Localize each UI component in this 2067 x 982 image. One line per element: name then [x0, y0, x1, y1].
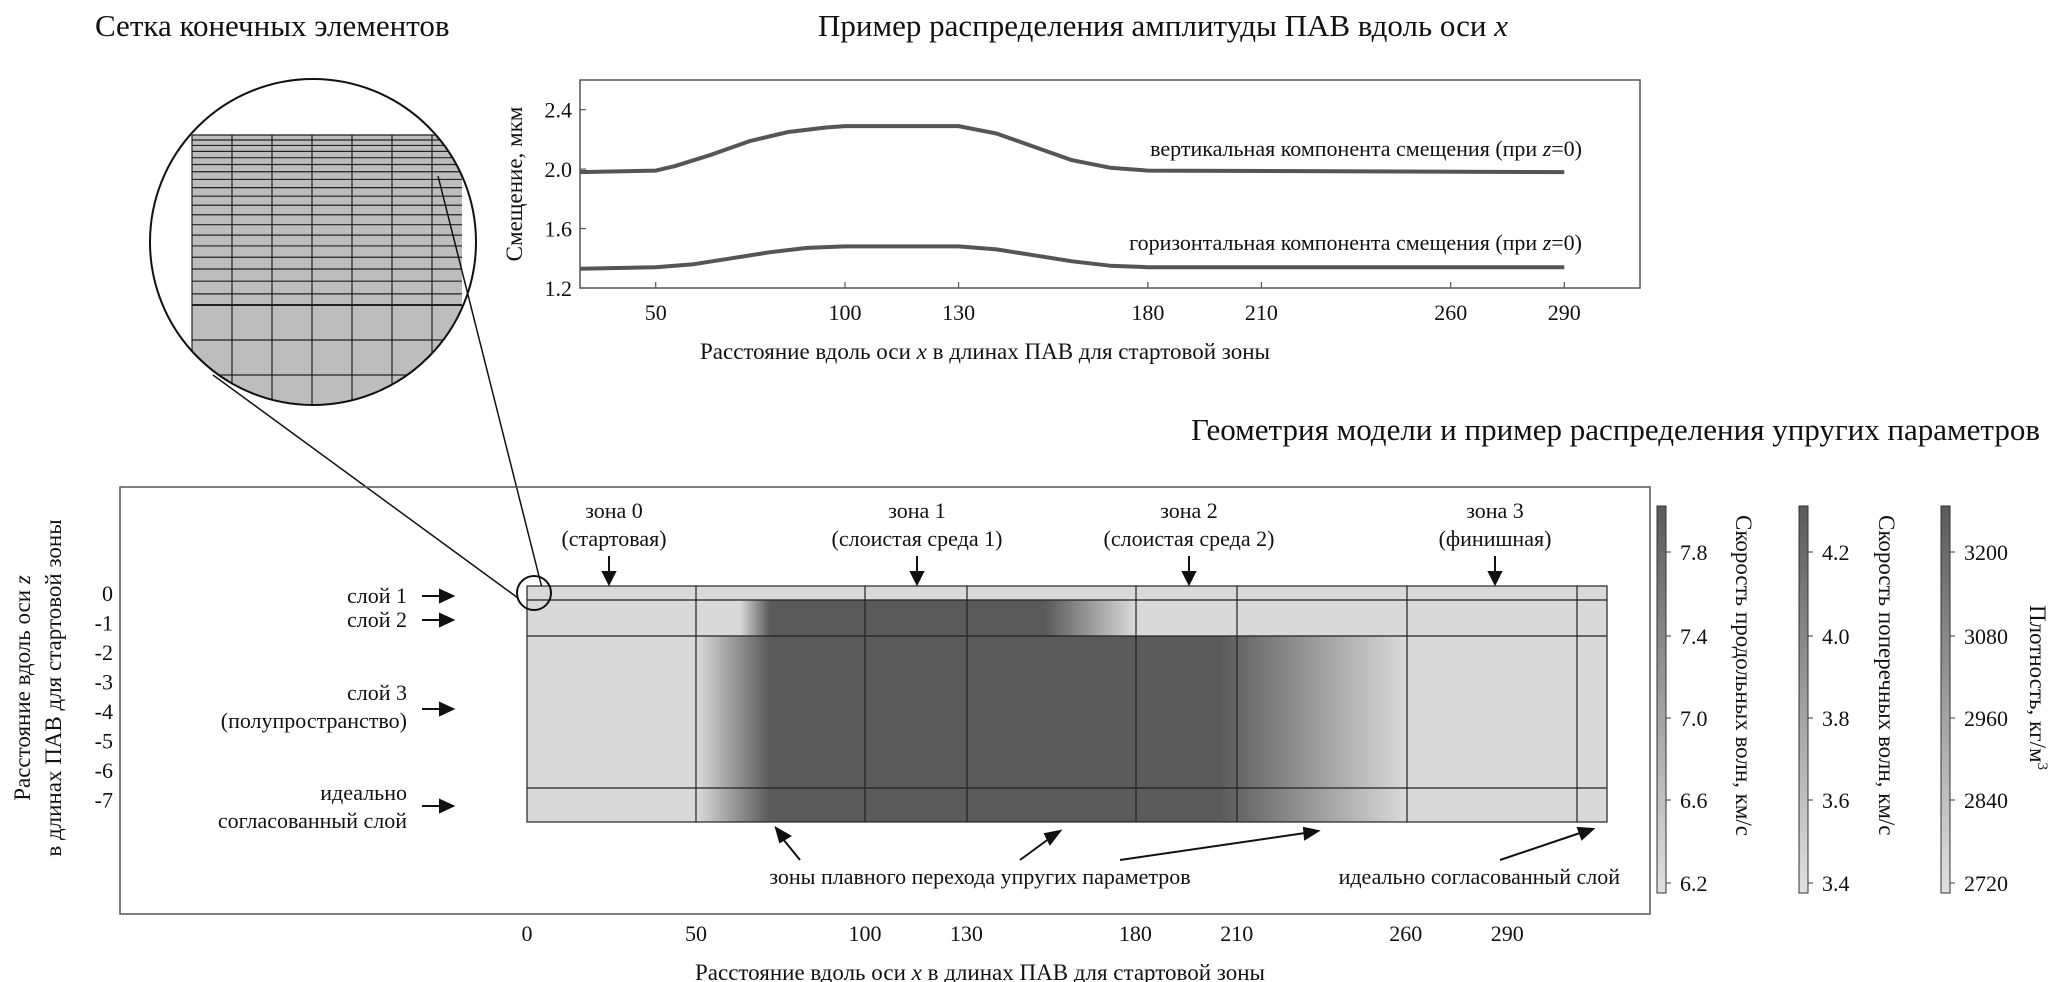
geometry-y-tick-label: 0: [102, 581, 113, 606]
zone-1-name: зона 1: [888, 498, 946, 523]
horizontal-series-label: горизонтальная компонента смещения (при …: [1129, 230, 1582, 255]
geometry-frame: [119, 486, 1651, 915]
geometry-x-tick-label: 180: [1119, 921, 1152, 946]
amplitude-title: Пример распределения амплитуды ПАВ вдоль…: [818, 8, 1508, 43]
geometry-y-tick-label: -2: [95, 640, 113, 665]
colorbar-tick-label: 3.6: [1822, 788, 1850, 813]
geometry-y-tick-label: -1: [95, 611, 113, 636]
colorbar-tick-label: 7.8: [1680, 540, 1708, 565]
colorbar-tick-label: 7.0: [1680, 706, 1708, 731]
chart-x-tick-label: 260: [1434, 300, 1467, 325]
colorbar-tick-label: 3.4: [1822, 871, 1850, 896]
chart-y-tick-label: 2.4: [545, 98, 573, 123]
colorbar-tick-label: 3.8: [1822, 706, 1850, 731]
zone-2-name: зона 2: [1160, 498, 1218, 523]
colorbar-tick-label: 2960: [1964, 706, 2008, 731]
colorbar-transverse-label: Скорость поперечных волн, км/с: [1874, 515, 1899, 835]
transition-zones-label: зоны плавного перехода упругих параметро…: [769, 864, 1190, 889]
colorbar-tick-label: 4.2: [1822, 540, 1850, 565]
vertical-displacement-line: [579, 124, 1565, 175]
layer-3-desc: (полупространство): [221, 708, 407, 733]
geometry-x-tick-label: 260: [1389, 921, 1422, 946]
geometry-y-tick-label: -5: [95, 729, 113, 754]
colorbar-transverse: 4.2 4.0 3.8 3.6 3.4 Скорость поперечных волн…: [1798, 505, 1899, 896]
geometry-x-tick-label: 0: [522, 921, 533, 946]
layer-arrows: [422, 588, 456, 814]
chart-x-tick-label: 180: [1131, 300, 1164, 325]
geometry-y-tick-label: -6: [95, 758, 113, 783]
zone-arrows: [601, 556, 1503, 587]
geometry-diagram: зона 0 (стартовая) зона 1 (слоистая сред…: [10, 486, 1651, 982]
zone-3-desc: (финишная): [1439, 526, 1552, 551]
geometry-y-tick-label: -3: [95, 670, 113, 695]
chart-x-tick-label: 130: [942, 300, 975, 325]
colorbar-tick-label: 2840: [1964, 788, 2008, 813]
chart-y-tick-label: 1.2: [545, 276, 573, 301]
layer-1-label: слой 1: [347, 583, 407, 608]
colorbar-tick-label: 6.2: [1680, 871, 1708, 896]
geometry-title: Геометрия модели и пример распределения …: [1191, 412, 2040, 447]
chart-y-tick-label: 2.0: [545, 157, 573, 182]
pml-label-line2: согласованный слой: [218, 808, 407, 833]
colorbar-tick-label: 2720: [1964, 871, 2008, 896]
geometry-x-tick-label: 290: [1491, 921, 1524, 946]
colorbar-tick-label: 6.6: [1680, 788, 1708, 813]
chart-x-tick-label: 210: [1245, 300, 1278, 325]
geometry-x-tick-label: 50: [685, 921, 707, 946]
geometry-x-label: Расстояние вдоль оси x в длинах ПАВ для …: [695, 960, 1265, 982]
colorbar-density: 3200 3080 2960 2840 2720 Плотность, кг/м3: [1940, 505, 2050, 896]
colorbar-tick-label: 3080: [1964, 624, 2008, 649]
colorbar-density-label: Плотность, кг/м3: [2025, 605, 2050, 770]
layer-3-label: слой 3: [347, 680, 407, 705]
chart-x-tick-label: 290: [1548, 300, 1581, 325]
geometry-x-tick-label: 210: [1220, 921, 1253, 946]
colorbar-tick-label: 4.0: [1822, 624, 1850, 649]
geometry-y-tick-label: -4: [95, 699, 113, 724]
zone-0-name: зона 0: [585, 498, 643, 523]
chart-y-label: Смещение, мкм: [502, 106, 527, 261]
layer-labels: слой 1 слой 2 слой 3 (полупространство) …: [218, 583, 407, 833]
colorbar-longitudinal-label: Скорость продольных волн, км/с: [1731, 515, 1756, 836]
transition-arrows: [774, 825, 1596, 861]
geometry-y-label-line1: Расстояние вдоль оси z: [10, 575, 35, 801]
zone-0-desc: (стартовая): [561, 526, 666, 551]
amplitude-chart: 50 100 130 180 210 260 290 1.2 1.6 2.0 2.4 Смещени…: [502, 79, 1641, 364]
chart-x-label: Расстояние вдоль оси x в длинах ПАВ для …: [700, 339, 1270, 364]
chart-x-tick-label: 100: [829, 300, 862, 325]
chart-x-tick-label: 50: [645, 300, 667, 325]
vertical-series-label: вертикальная компонента смещения (при z=…: [1150, 136, 1582, 161]
chart-y-tick-label: 1.6: [545, 217, 573, 242]
horizontal-displacement-line: [579, 244, 1565, 271]
colorbars: 7.8 7.4 7.0 6.6 6.2 Скорость продольных волн…: [1656, 505, 2050, 896]
magnifier-target-circle: [516, 575, 552, 611]
chart-frame: [579, 79, 1641, 289]
colorbar-tick-label: 3200: [1964, 540, 2008, 565]
zone-1-desc: (слоистая среда 1): [832, 526, 1003, 551]
zone-2-desc: (слоистая среда 2): [1104, 526, 1275, 551]
layer-2-label: слой 2: [347, 607, 407, 632]
pml-label-line1: идеально: [320, 780, 407, 805]
colorbar-tick-label: 7.4: [1680, 624, 1708, 649]
colorbar-longitudinal: 7.8 7.4 7.0 6.6 6.2 Скорость продольных волн…: [1656, 505, 1756, 896]
mesh-title: Сетка конечных элементов: [95, 8, 450, 43]
geometry-y-tick-label: -7: [95, 788, 113, 813]
geometry-x-tick-label: 100: [849, 921, 882, 946]
mesh-magnifier: [149, 78, 544, 599]
geometry-y-label-line2: в длинах ПАВ для стартовой зоны: [41, 519, 66, 856]
zone-3-name: зона 3: [1466, 498, 1524, 523]
pml-bottom-label: идеально согласованный слой: [1339, 864, 1621, 889]
geometry-x-tick-label: 130: [950, 921, 983, 946]
zone-labels: зона 0 (стартовая) зона 1 (слоистая сред…: [561, 498, 1551, 551]
